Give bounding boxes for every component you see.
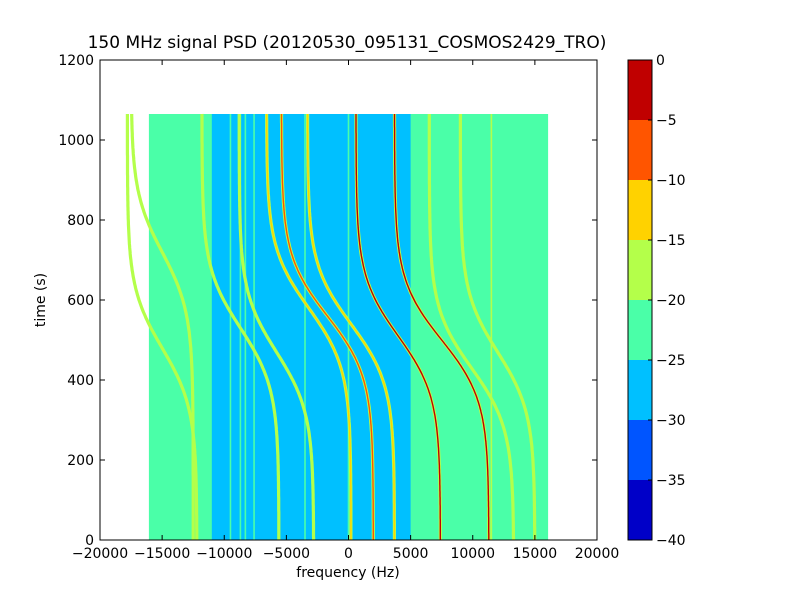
doppler-trace [306,114,396,540]
y-tick-label: 200 [67,453,94,469]
y-axis: 0 200 400 600 800 1000 1200 [58,53,597,549]
y-tick-label: 1000 [58,133,94,149]
doppler-trace [201,113,280,540]
y-tick-label: 1200 [58,53,94,69]
doppler-trace [459,114,536,540]
colorbar-level [628,420,652,480]
x-tick-label: 10000 [450,546,495,562]
y-tick-label: 400 [67,373,94,389]
doppler-trace [280,114,374,540]
colorbar-tick-label: 0 [656,53,665,69]
colorbar-level [628,60,652,120]
colorbar-tick-label: −30 [656,413,686,429]
x-tick-label: −5000 [263,546,310,562]
x-tick-label: −15000 [134,546,190,562]
colorbar-tick-label: −25 [656,353,686,369]
y-tick-label: 800 [67,213,94,229]
colorbar-level [628,120,652,180]
colorbar-ticks: 0 −5 −10 −15 −20 −25 −30 −35 −40 [648,53,686,549]
y-tick-label: 600 [67,293,94,309]
doppler-traces [125,113,537,540]
y-tick-label: 0 [85,533,94,549]
colorbar-level [628,300,652,360]
x-axis: −20000 −15000 −10000 −5000 0 5000 10000 15000 20… [72,60,619,562]
colorbar-level [628,360,652,420]
colorbar: 0 −5 −10 −15 −20 −25 −30 −35 −40 [627,53,686,549]
x-tick-label: −20000 [72,546,128,562]
colorbar-tick-label: −35 [656,473,686,489]
doppler-trace [355,114,442,540]
doppler-trace [130,114,194,540]
colorbar-level [628,240,652,300]
x-tick-label: 20000 [575,546,620,562]
x-tick-label: −10000 [196,546,252,562]
chart-title: 150 MHz signal PSD (20120530_095131_COSM… [88,33,607,53]
colorbar-tick-label: −15 [656,233,686,249]
y-axis-label: time (s) [33,273,49,327]
doppler-trace [126,114,198,540]
x-tick-label: 15000 [513,546,558,562]
plot-area: −20000 −15000 −10000 −5000 0 5000 10000 15000 20… [58,53,619,562]
doppler-trace [428,114,515,540]
x-axis-label: frequency (Hz) [296,565,399,581]
colorbar-tick-label: −5 [656,113,677,129]
colorbar-level [628,180,652,240]
colorbar-levels [628,60,652,540]
doppler-trace [238,114,315,540]
colorbar-tick-label: −40 [656,533,686,549]
colorbar-tick-label: −20 [656,293,686,309]
x-tick-label: 0 [344,546,353,562]
doppler-trace [393,114,490,540]
colorbar-tick-label: −10 [656,173,686,189]
colorbar-level [628,480,652,540]
x-tick-label: 5000 [393,546,429,562]
doppler-trace [265,114,352,540]
